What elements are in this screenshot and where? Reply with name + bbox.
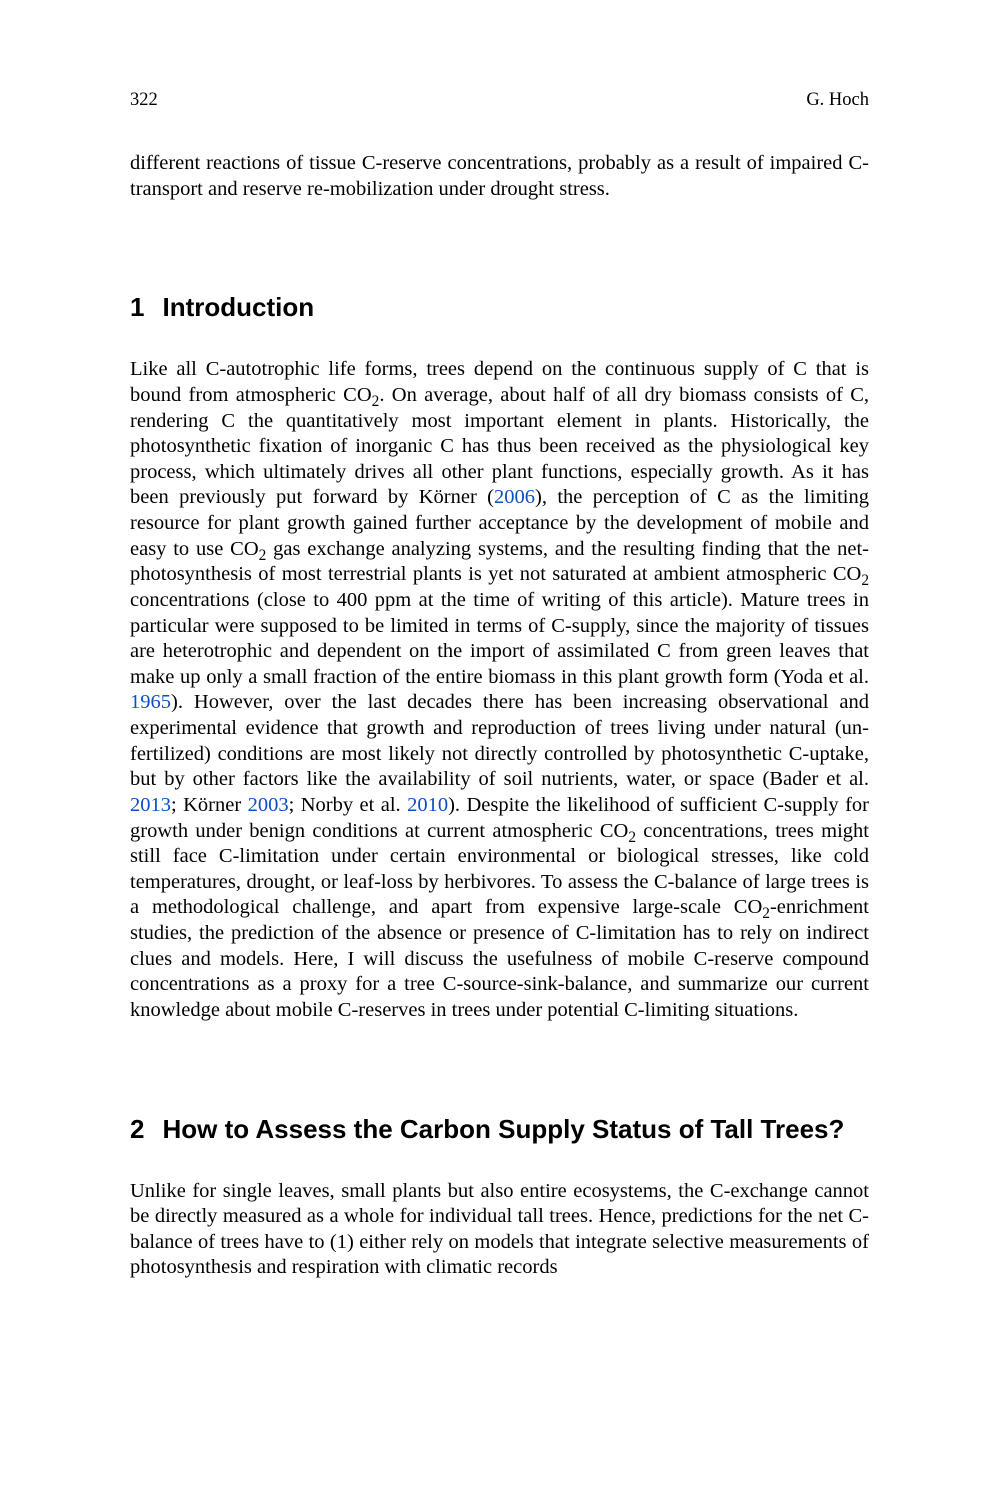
section-title: Introduction [162, 292, 314, 322]
citation-year[interactable]: 2010 [407, 794, 448, 816]
section-title: How to Assess the Carbon Supply Status o… [162, 1114, 844, 1144]
section-number: 2 [130, 1114, 144, 1145]
running-head: 322 G. Hoch [130, 90, 869, 111]
page-number: 322 [130, 90, 158, 111]
section-heading-1: 1 Introduction [130, 292, 869, 323]
intro-paragraph: Like all C-autotrophic life forms, trees… [130, 357, 869, 1023]
citation-year[interactable]: 1965 [130, 691, 171, 713]
citation-year[interactable]: 2003 [248, 794, 289, 816]
page: 322 G. Hoch different reactions of tissu… [0, 0, 989, 1500]
section-heading-2: 2 How to Assess the Carbon Supply Status … [130, 1114, 869, 1145]
section-number: 1 [130, 292, 144, 323]
abstract-continued: different reactions of tissue C-reserve … [130, 151, 869, 202]
section-2-paragraph: Unlike for single leaves, small plants b… [130, 1179, 869, 1282]
citation-year[interactable]: 2013 [130, 794, 171, 816]
section-1-body: Like all C-autotrophic life forms, trees… [130, 357, 869, 1023]
citation-year[interactable]: 2006 [494, 486, 535, 508]
running-author: G. Hoch [806, 90, 869, 111]
